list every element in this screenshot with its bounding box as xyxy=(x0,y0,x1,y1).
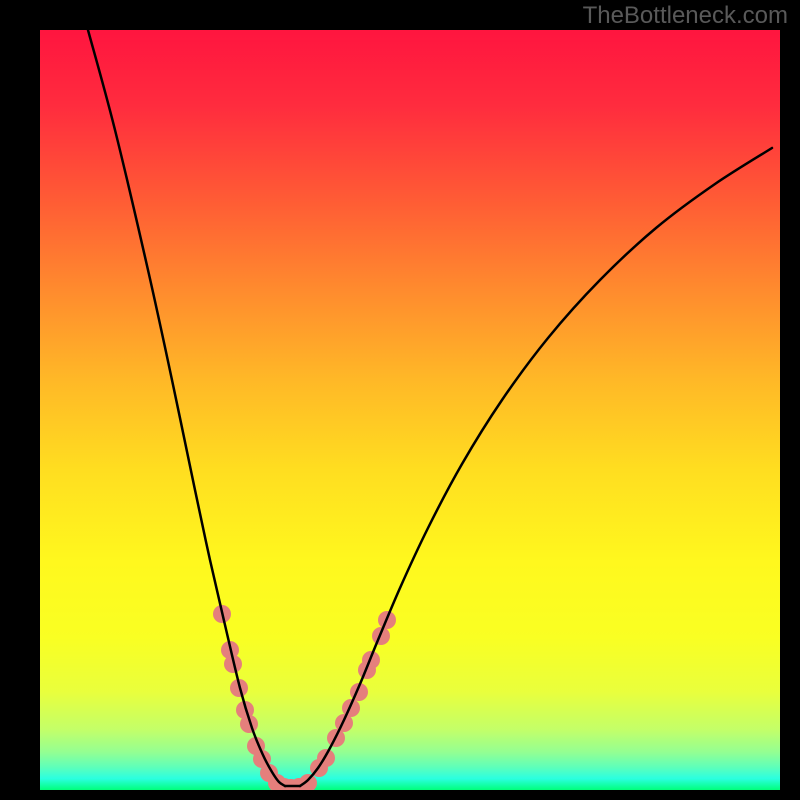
chart-container: TheBottleneck.com xyxy=(0,0,800,800)
watermark-text: TheBottleneck.com xyxy=(583,2,788,30)
bottleneck-chart xyxy=(0,0,800,800)
